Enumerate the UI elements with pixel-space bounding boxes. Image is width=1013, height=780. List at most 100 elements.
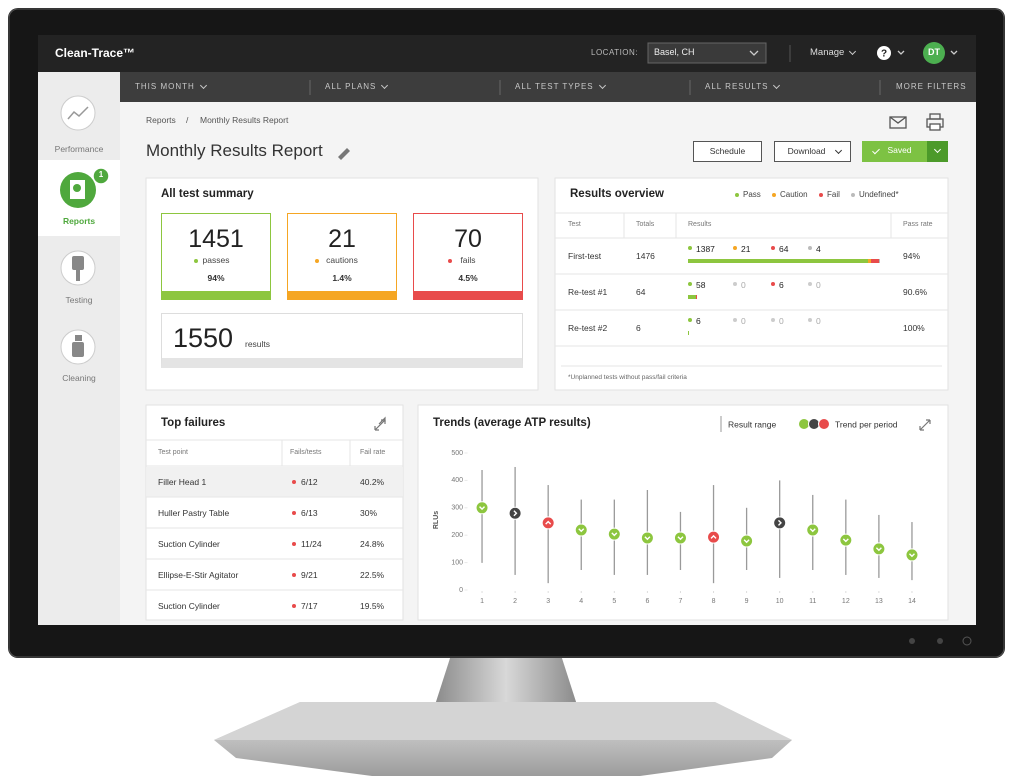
x-tick-label: 5 [612, 598, 616, 605]
user-avatar[interactable]: DT [928, 47, 940, 57]
row-total: 64 [636, 287, 646, 297]
nav-item[interactable]: Testing [65, 295, 93, 305]
legend-entry: Undefined* [859, 190, 899, 199]
breadcrumb-link[interactable]: Reports [146, 115, 176, 125]
result-bar [871, 259, 880, 263]
result-count: 0 [741, 316, 746, 326]
row-rate: 90.6% [903, 287, 928, 297]
legend-entry: Result range [728, 419, 776, 429]
location-select[interactable]: Basel, CH [654, 47, 695, 57]
total-value: 1550 [173, 323, 234, 353]
result-count: 0 [816, 280, 821, 290]
nav-item[interactable]: Cleaning [62, 373, 96, 383]
panel-title: Results overview [570, 188, 664, 200]
result-count: 6 [696, 316, 701, 326]
brand: Clean-Trace™ [55, 46, 136, 60]
status-dot [193, 259, 198, 263]
trend-point-dot [872, 542, 886, 556]
status-dot [292, 604, 296, 608]
action-button[interactable]: Saved [862, 141, 927, 162]
column-header: Fails/tests [290, 449, 322, 456]
filter[interactable]: ALL TEST TYPES [515, 82, 594, 91]
filter[interactable]: ALL PLANS [325, 82, 377, 91]
status-dot [771, 318, 775, 322]
trend-point-dot [673, 531, 687, 545]
trend-arrow [842, 538, 849, 543]
trend-point [872, 542, 886, 556]
trend-point [541, 516, 555, 530]
x-tick-label: 9 [745, 598, 749, 605]
nav-item[interactable]: Performance [54, 144, 104, 154]
filter[interactable]: ALL RESULTS [705, 82, 769, 91]
summary-percent: 4.5% [458, 273, 478, 283]
nav-item[interactable]: Reports [62, 216, 96, 226]
fails-tests: 6/13 [301, 508, 318, 518]
fails-tests: 6/12 [301, 477, 318, 487]
trend-point [607, 527, 621, 541]
y-tick-label: 400 [451, 477, 463, 484]
trend-point [839, 533, 853, 547]
legend-entry: Fail [827, 190, 840, 199]
x-tick-label: 2 [513, 598, 517, 605]
status-dot [819, 193, 823, 197]
breadcrumb-current: Monthly Results Report [200, 115, 289, 125]
row-label: First-test [568, 251, 602, 261]
result-count: 64 [779, 244, 789, 254]
filter[interactable]: THIS MONTH [135, 82, 195, 91]
fail-rate: 19.5% [360, 601, 385, 611]
x-tick-label: 7 [679, 598, 683, 605]
column-header: Test point [158, 449, 188, 456]
panel-title: Trends (average ATP results) [433, 417, 591, 429]
trend-point-dot [905, 548, 919, 562]
summary-card [287, 213, 397, 300]
location-label: LOCATION: [591, 48, 639, 57]
fails-tests: 7/17 [301, 601, 318, 611]
trend-arrow [777, 519, 782, 526]
status-dot [808, 246, 812, 250]
fails-tests: 11/24 [301, 539, 322, 549]
y-tick-label: 500 [451, 450, 463, 457]
column-header: Test [568, 221, 581, 228]
trend-point-dot [508, 506, 522, 520]
trend-arrow [809, 528, 816, 533]
trend-point [508, 506, 522, 520]
x-tick-label: 11 [809, 598, 816, 605]
summary-label: passes [202, 255, 230, 265]
manage-menu[interactable]: Manage [810, 47, 845, 58]
trend-point [574, 523, 588, 537]
action-button[interactable]: Schedule [693, 141, 762, 162]
trend-point [905, 548, 919, 562]
action-button[interactable]: Download [774, 141, 851, 162]
x-tick-label: 4 [579, 598, 583, 605]
saved-menu[interactable] [927, 141, 948, 162]
legend-icon [798, 418, 810, 430]
column-header: Results [688, 221, 712, 228]
trend-point-dot [607, 527, 621, 541]
trend-point-dot [574, 523, 588, 537]
status-dot [733, 318, 737, 322]
status-dot [292, 511, 296, 515]
row-label: Re-test #1 [568, 287, 608, 297]
trend-arrow [743, 539, 750, 544]
result-bar [688, 259, 869, 263]
footnote: *Unplanned tests without pass/fail crite… [568, 374, 687, 381]
breadcrumb-separator: / [186, 115, 189, 125]
status-dot [292, 573, 296, 577]
status-dot [688, 282, 692, 286]
legend-entry: Caution [780, 190, 808, 199]
legend-icon [808, 418, 820, 430]
filter[interactable]: MORE FILTERS [896, 82, 967, 91]
status-dot [688, 318, 692, 322]
y-tick-label: 200 [451, 532, 463, 539]
row-label: Re-test #2 [568, 323, 608, 333]
column-header: Totals [636, 221, 655, 228]
trend-point [640, 531, 654, 545]
trend-point [707, 530, 721, 544]
x-tick-label: 8 [712, 598, 716, 605]
trend-arrow [578, 528, 585, 533]
row-total: 6 [636, 323, 641, 333]
test-point: Filler Head 1 [158, 477, 207, 487]
x-tick-label: 10 [776, 598, 784, 605]
result-count: 0 [779, 316, 784, 326]
